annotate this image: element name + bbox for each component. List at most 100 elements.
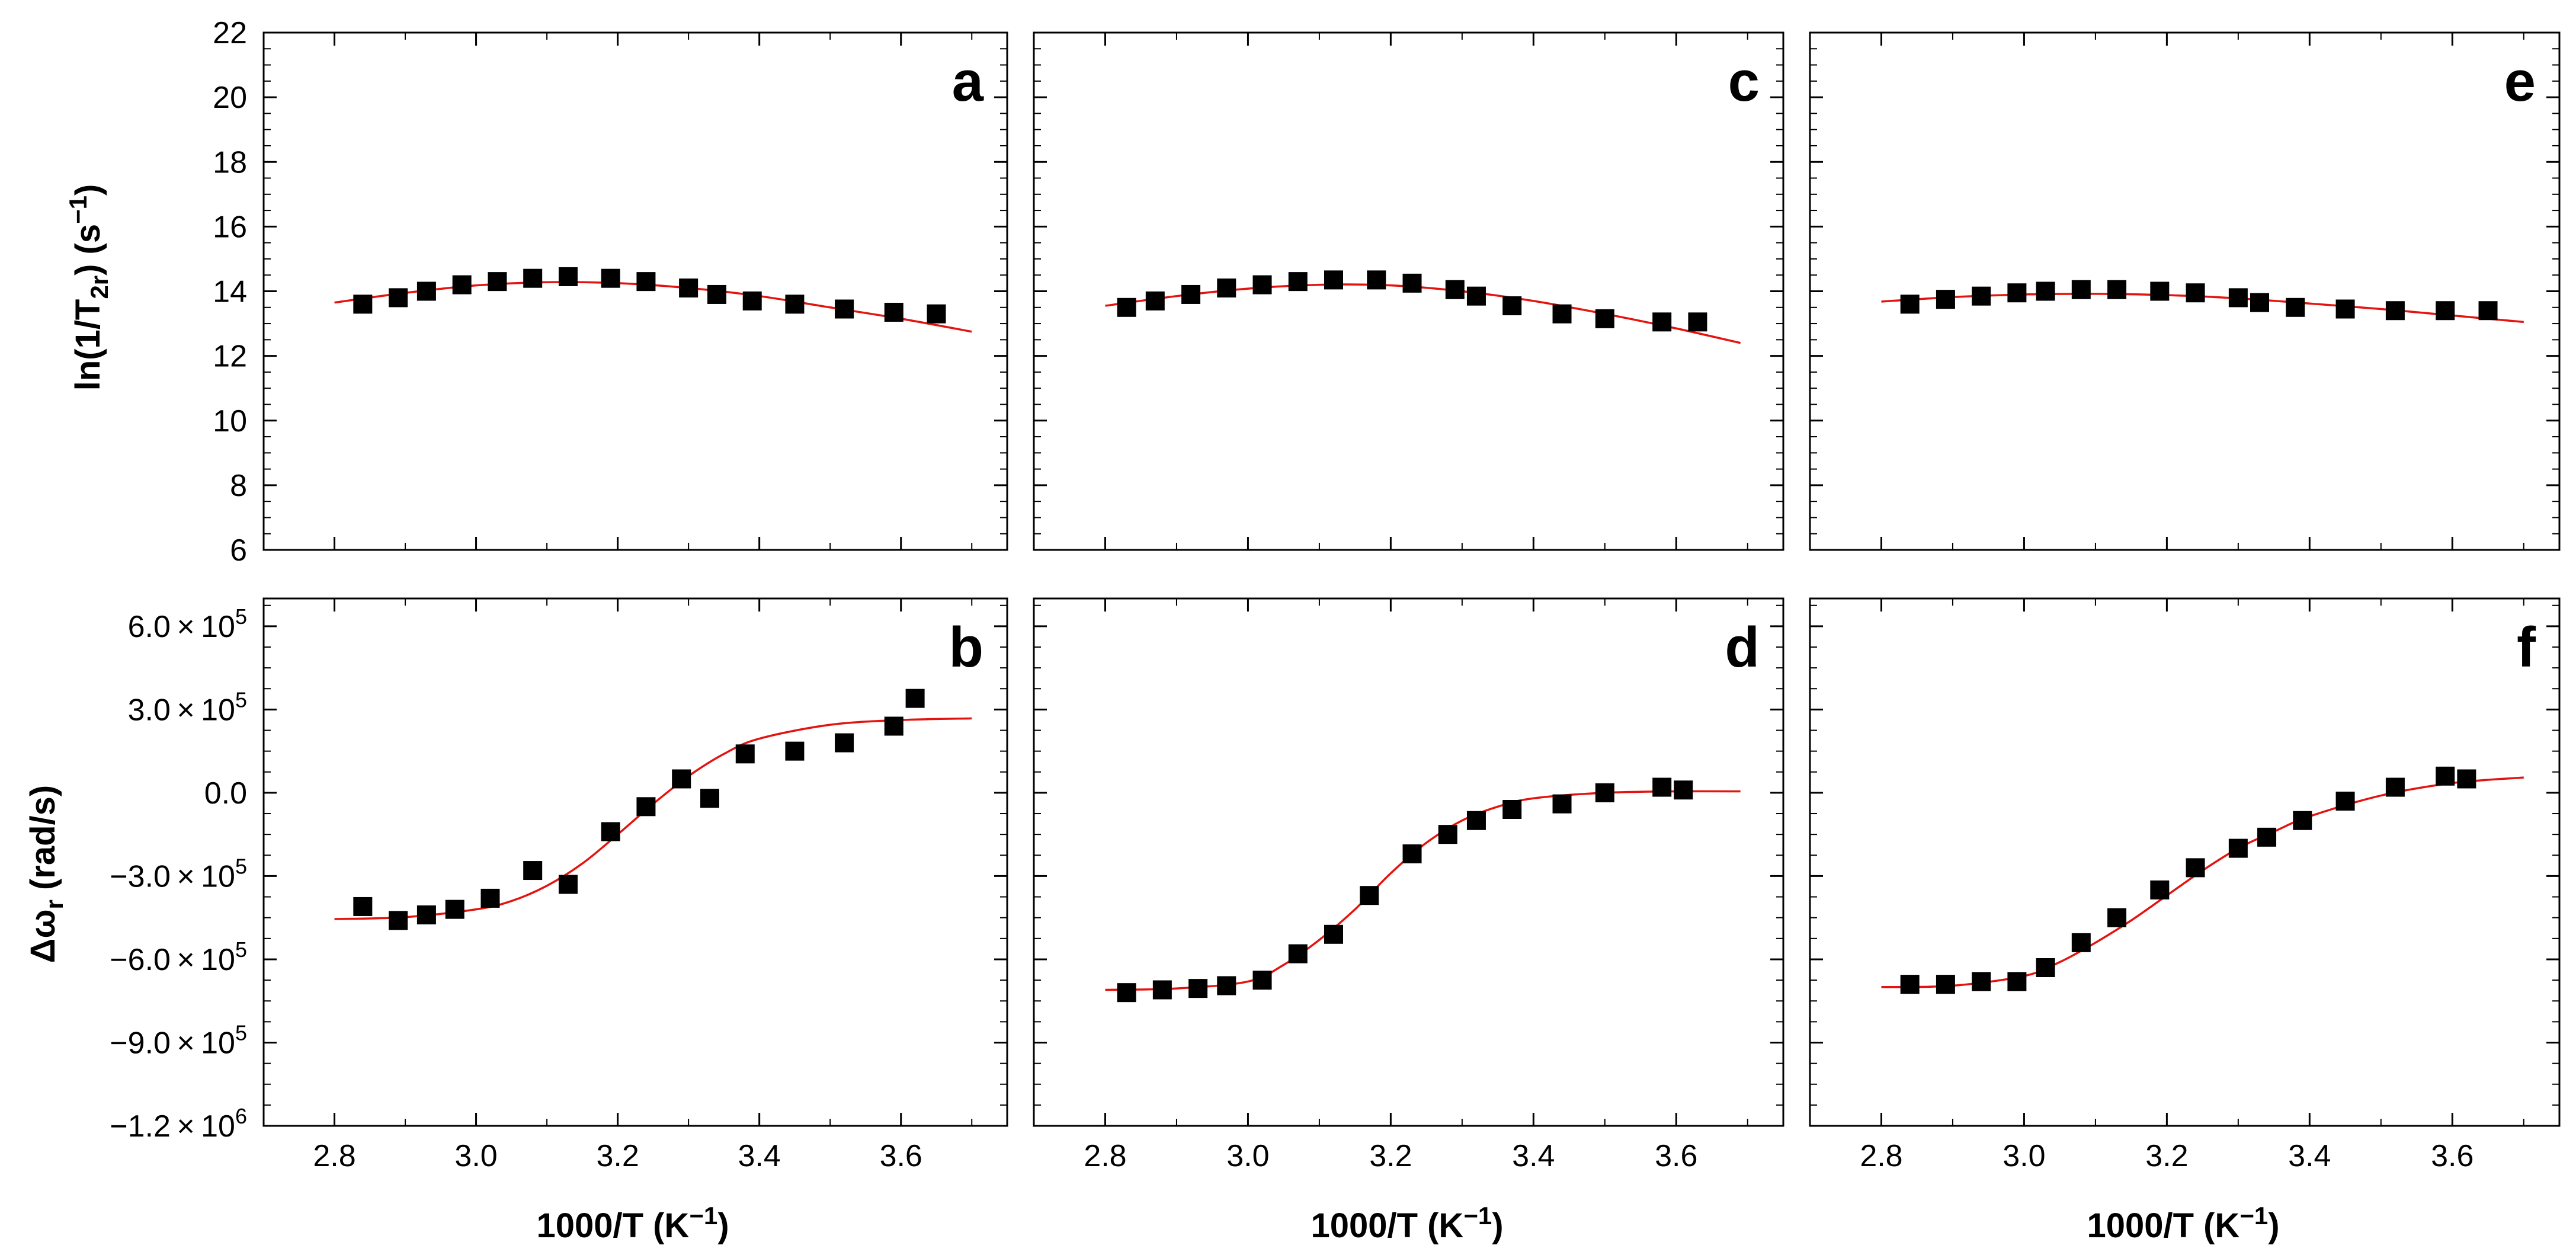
y-tick-label: 0.0: [204, 776, 247, 811]
data-point: [353, 897, 373, 916]
data-point: [416, 905, 436, 924]
data-point: [835, 299, 854, 319]
y-tick-label: −9.0 × 105: [110, 1020, 247, 1060]
panel-label-c: c: [1728, 50, 1760, 113]
x-tick-label: 3.6: [1655, 1139, 1697, 1173]
data-point: [636, 797, 656, 817]
data-point: [2436, 301, 2455, 321]
data-point: [601, 822, 620, 841]
data-point: [1552, 304, 1572, 324]
data-point: [2071, 280, 2091, 299]
data-point: [707, 284, 726, 304]
data-point: [1502, 296, 1522, 316]
data-point: [1595, 783, 1614, 802]
panel-label-f: f: [2517, 616, 2536, 679]
data-point: [1936, 290, 1955, 309]
data-point: [1117, 983, 1136, 1003]
y-tick-label: 14: [213, 275, 247, 309]
x-tick-label: 3.2: [1369, 1139, 1412, 1173]
data-point: [445, 900, 464, 919]
data-point: [2036, 281, 2055, 301]
data-point: [2335, 791, 2355, 811]
data-point: [785, 295, 805, 314]
data-point: [2007, 972, 2027, 991]
y-tick-label: 6: [230, 533, 247, 568]
x-tick-label: 3.0: [1226, 1139, 1269, 1173]
data-point: [2286, 297, 2305, 317]
data-point: [1595, 309, 1614, 328]
y-tick-label: 22: [213, 16, 247, 50]
data-point: [1188, 979, 1208, 998]
data-point: [1367, 270, 1386, 290]
data-point: [1445, 280, 1465, 299]
data-point: [672, 769, 691, 789]
x-tick-label: 3.0: [454, 1139, 497, 1173]
x-tick-label: 3.4: [2288, 1139, 2331, 1173]
data-point: [558, 267, 578, 286]
plot-frame-a: [262, 31, 1008, 551]
data-point: [927, 304, 946, 324]
data-point: [2457, 769, 2476, 789]
plot-frame-f: [1809, 597, 2561, 1127]
data-point: [1288, 272, 1308, 292]
y-tick-label: 18: [213, 145, 247, 180]
data-point: [2186, 858, 2205, 878]
data-point: [1652, 777, 1672, 797]
data-point: [1324, 270, 1343, 290]
data-point: [1360, 886, 1379, 905]
x-tick-label: 3.2: [596, 1139, 639, 1173]
top-y-axis-title: ln(1/T2r) (s−1): [64, 184, 113, 391]
panel-b: 2.8 3.0 3.2 3.4 3.6 6.0 × 105 3.0 × 105 0.0 −3.0…: [110, 597, 1008, 1173]
data-point: [2385, 777, 2405, 797]
data-point: [1181, 284, 1201, 304]
x-tick-label: 3.4: [738, 1139, 781, 1173]
data-point: [2293, 811, 2312, 830]
fit-line-c: [1105, 283, 1741, 344]
y-tick-label: 10: [213, 404, 247, 438]
x-axis-title-right: 1000/T (K−1): [2087, 1202, 2279, 1245]
panel-label-d: d: [1725, 616, 1760, 679]
data-point: [2107, 280, 2127, 299]
bottom-y-axis-title: Δωr (rad/s): [24, 785, 68, 963]
data-point: [523, 268, 543, 288]
data-point: [1466, 286, 1486, 306]
y-tick-label: 20: [213, 81, 247, 115]
x-axis-title-middle: 1000/T (K−1): [1311, 1202, 1503, 1245]
data-point: [601, 268, 620, 288]
data-point: [835, 733, 854, 753]
data-point: [2228, 838, 2248, 858]
data-point: [353, 295, 373, 314]
panel-a: 6 8 10 12 14 16 18 20 22 a: [213, 16, 1008, 568]
x-tick-label: 3.4: [1512, 1139, 1555, 1173]
data-point: [742, 291, 762, 311]
data-point: [884, 302, 903, 322]
data-point: [2107, 908, 2127, 927]
data-point: [1900, 975, 1920, 994]
plot-frame-d: [1033, 597, 1784, 1127]
data-point: [785, 741, 805, 761]
data-point: [1145, 291, 1165, 311]
data-point: [2228, 288, 2248, 308]
y-tick-label: 16: [213, 210, 247, 244]
data-point: [1402, 844, 1422, 863]
x-tick-label: 3.6: [880, 1139, 922, 1173]
data-point: [2250, 293, 2269, 312]
data-point: [389, 911, 408, 930]
data-point: [679, 279, 699, 298]
data-point: [523, 861, 543, 881]
data-point: [1466, 811, 1486, 830]
data-point: [2436, 766, 2455, 786]
data-point: [1652, 312, 1672, 332]
x-tick-label: 2.8: [1860, 1139, 1902, 1173]
data-point: [1252, 971, 1272, 990]
panel-d: 2.8 3.0 3.2 3.4 3.6 d: [1033, 597, 1784, 1173]
data-point: [1936, 975, 1955, 994]
x-tick-label: 2.8: [313, 1139, 355, 1173]
y-tick-label: −6.0 × 105: [110, 937, 247, 977]
y-tick-label: 6.0 × 105: [128, 604, 247, 644]
panel-f: 2.8 3.0 3.2 3.4 3.6 f: [1809, 597, 2561, 1173]
y-tick-label: −1.2 × 106: [110, 1104, 247, 1144]
data-point: [488, 272, 507, 292]
data-point: [1972, 286, 1991, 306]
